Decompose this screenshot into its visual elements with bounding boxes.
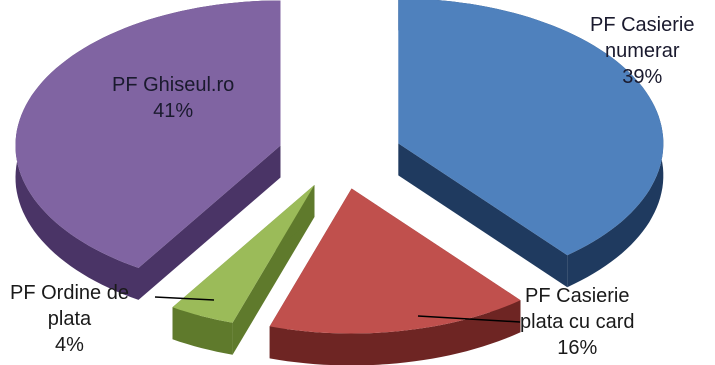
slice-casierie-numerar	[398, 0, 664, 256]
leader-line-card	[417, 315, 521, 323]
label-ordine-plata-line-2: plata	[47, 308, 92, 330]
label-casierie-numerar: PF Casierie numerar 39%	[590, 12, 694, 90]
label-casierie-numerar-line-1: PF Casierie	[590, 14, 695, 36]
label-ordine-plata: PF Ordine de plata 4%	[10, 280, 129, 358]
label-casierie-numerar-line-2: numerar	[605, 40, 680, 62]
label-casierie-card: PF Casierie plata cu card 16%	[520, 283, 635, 361]
label-ghiseul-line-1: PF Ghiseul.ro	[112, 74, 235, 96]
label-ordine-plata-percent: 4%	[55, 334, 84, 356]
leader-lines	[154, 296, 521, 323]
label-ghiseul: PF Ghiseul.ro 41%	[112, 72, 234, 124]
slice-tops	[15, 0, 664, 334]
label-ghiseul-percent: 41%	[153, 100, 194, 122]
label-ordine-plata-line-1: PF Ordine de	[10, 282, 129, 304]
label-casierie-numerar-percent: 39%	[622, 66, 663, 88]
slice-wall-ghiseul-start	[138, 145, 281, 300]
label-casierie-card-percent: 16%	[557, 337, 598, 359]
slice-casierie-card	[269, 188, 521, 334]
slice-ordine-plata	[172, 184, 315, 323]
slice-ghiseul	[15, 0, 281, 268]
leader-line-ordine	[154, 296, 215, 301]
slice-outer-wall-casierie-card	[269, 300, 521, 365]
slice-wall-casierie-numerar-end	[398, 143, 568, 288]
label-casierie-card-line-1: PF Casierie	[525, 285, 630, 307]
slice-outer-wall-ordine-plata	[172, 307, 233, 355]
label-casierie-card-line-2: plata cu card	[520, 311, 635, 333]
